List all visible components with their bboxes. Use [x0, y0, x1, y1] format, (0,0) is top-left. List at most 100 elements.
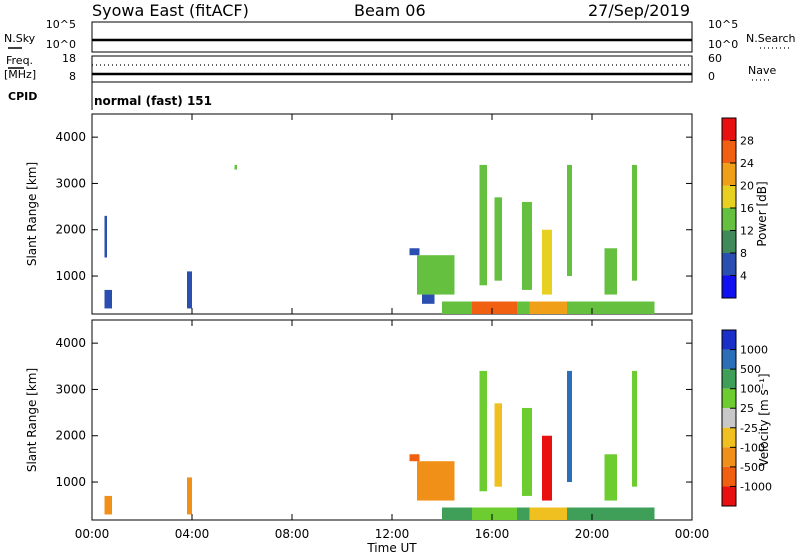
power-patch — [409, 248, 420, 256]
power-cbar-tick-label: 16 — [740, 202, 754, 215]
velocity-cbar-frame — [721, 329, 737, 507]
velocity-ytick-label: 1000 — [55, 475, 86, 489]
nsearch-label: N.Search — [746, 32, 796, 45]
velocity-data — [104, 370, 655, 520]
power-cbar-swatch — [722, 208, 736, 231]
velocity-patch — [104, 495, 112, 515]
power-cbar-tick-label: 28 — [740, 135, 754, 148]
power-patch — [472, 301, 517, 314]
power-ytick-label: 4000 — [55, 130, 86, 144]
freq-unit-label: [MHz] — [4, 68, 36, 81]
power-cbar-swatch — [722, 230, 736, 253]
power-cbar-tick-label: 12 — [740, 225, 754, 238]
x-tick-label: 04:00 — [175, 527, 210, 541]
velocity-cbar-tick-label: -500 — [740, 461, 765, 474]
x-axis: 00:00 04:00 08:00 12:00 16:00 20:00 00:00 — [75, 527, 710, 541]
date-title: 27/Sep/2019 — [588, 1, 690, 20]
power-ytick-label: 2000 — [55, 223, 86, 237]
x-axis-label: Time UT — [366, 541, 417, 554]
power-cbar-swatch — [722, 253, 736, 276]
velocity-cbar-swatch — [722, 447, 736, 467]
velocity-patch — [529, 507, 567, 520]
power-patch — [104, 289, 112, 309]
power-patch — [479, 164, 487, 286]
nave-tick-low: 0 — [708, 70, 715, 83]
power-patch — [422, 294, 435, 304]
nsky-label: N.Sky — [4, 32, 36, 45]
x-tick-label: 20:00 — [575, 527, 610, 541]
power-cbar-swatch — [722, 140, 736, 163]
nsky-tick-high: 10^5 — [46, 18, 76, 31]
velocity-cbar-tick-label: 100 — [740, 383, 761, 396]
velocity-ytick-label: 2000 — [55, 429, 86, 443]
cpid-label: CPID — [8, 90, 37, 103]
velocity-patch — [522, 407, 532, 496]
velocity-colorbar-label: Velocity [m s⁻¹] — [757, 373, 771, 466]
velocity-colorbar: 1000 500 100 25 -25 -100 -500 -1000 — [721, 329, 772, 507]
velocity-patch — [567, 370, 572, 483]
velocity-cbar-tick-label: 1000 — [740, 344, 768, 357]
power-patch — [542, 229, 552, 295]
freq-tick-high: 18 — [62, 52, 76, 65]
x-tick-label: 00:00 — [75, 527, 110, 541]
x-tick-label: 00:00 — [675, 527, 710, 541]
power-patch — [604, 248, 617, 295]
velocity-panel: 1000 2000 3000 4000 Slant Range [km] — [25, 319, 693, 521]
velocity-cbar-swatch — [722, 330, 736, 350]
velocity-patch — [632, 370, 637, 487]
power-data — [104, 164, 655, 314]
nsky-panel: 10^5 10^0 10^5 10^0 N.Sky N.Search — [4, 18, 796, 53]
power-cbar-swatch — [722, 275, 736, 298]
nsearch-tick-low: 10^0 — [708, 38, 738, 51]
power-patch — [104, 215, 107, 258]
velocity-cbar-tick-label: 500 — [740, 363, 761, 376]
velocity-cbar-tick-label: -25 — [740, 422, 758, 435]
velocity-cbar-swatch — [722, 427, 736, 448]
velocity-ytick-label: 4000 — [55, 336, 86, 350]
power-patch — [494, 197, 502, 281]
velocity-axes: 1000 2000 3000 4000 — [55, 320, 693, 520]
power-patch — [632, 164, 637, 281]
velocity-patch — [472, 507, 517, 520]
power-patch — [187, 271, 192, 309]
velocity-patch — [479, 370, 487, 492]
power-ytick-label: 1000 — [55, 269, 86, 283]
velocity-ytick-label: 3000 — [55, 382, 86, 396]
station-title: Syowa East (fitACF) — [92, 1, 249, 20]
velocity-patch — [542, 435, 552, 501]
power-cbar-tick-label: 4 — [740, 270, 747, 283]
power-frame — [91, 113, 693, 315]
freq-label: Freq. — [6, 54, 33, 67]
nave-tick-high: 60 — [708, 52, 722, 65]
velocity-cbar-tick-label: -100 — [740, 441, 765, 454]
power-ytick-label: 3000 — [55, 176, 86, 190]
beam-title: Beam 06 — [354, 1, 426, 20]
nsearch-tick-high: 10^5 — [708, 18, 738, 31]
velocity-cbar-tick-label: 25 — [740, 402, 754, 415]
power-ylabel: Slant Range [km] — [25, 162, 39, 266]
power-patch — [567, 164, 572, 277]
nsky-tick-low: 10^0 — [46, 38, 76, 51]
power-cbar-tick-label: 24 — [740, 157, 754, 170]
velocity-cbar-swatch — [722, 486, 736, 506]
power-cbar-tick-label: 20 — [740, 180, 754, 193]
x-tick-label: 08:00 — [275, 527, 310, 541]
velocity-patch — [409, 454, 420, 462]
cpid-text: normal (fast) 151 — [94, 94, 212, 108]
velocity-patch — [604, 454, 617, 501]
power-cbar-swatch — [722, 163, 736, 186]
power-cbar-swatch — [722, 185, 736, 208]
power-colorbar-label: Power [dB] — [755, 181, 769, 246]
velocity-cbar-tick-label: -1000 — [740, 480, 772, 493]
power-patch — [529, 301, 567, 314]
velocity-cbar-swatch — [722, 408, 736, 428]
power-cbar-swatch — [722, 118, 736, 141]
power-cbar-tick-label: 8 — [740, 247, 747, 260]
power-colorbar: 4 8 12 16 20 24 28 — [721, 117, 754, 299]
velocity-cbar-swatch — [722, 466, 736, 487]
cpid-panel: CPID normal (fast) 151 — [8, 82, 212, 110]
nave-label: Nave — [748, 64, 776, 77]
velocity-frame — [91, 319, 693, 521]
velocity-patch — [417, 461, 455, 501]
